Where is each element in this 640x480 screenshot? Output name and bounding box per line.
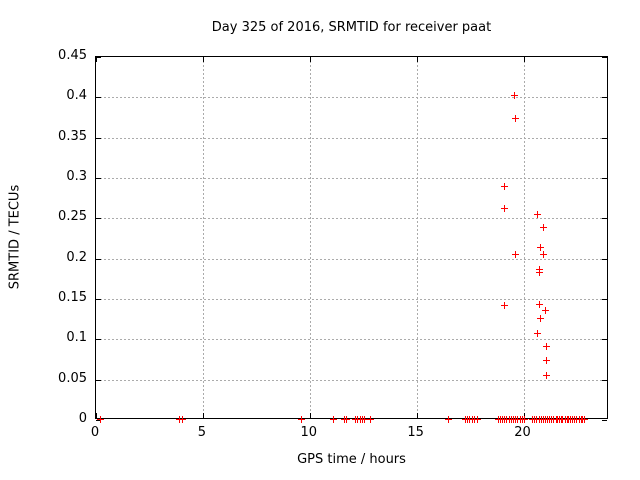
- x-tick-mark: [417, 413, 418, 418]
- data-points-layer: [97, 92, 588, 423]
- y-tick-mark: [602, 259, 607, 260]
- chart-title: Day 325 of 2016, SRMTID for receiver paa…: [211, 20, 492, 35]
- y-tick-mark: [96, 339, 101, 340]
- y-tick-mark: [602, 97, 607, 98]
- horizontal-gridline: [96, 97, 607, 98]
- y-tick-label: 0.1: [66, 330, 87, 346]
- x-tick-mark: [524, 413, 525, 418]
- x-tick-label: 10: [300, 425, 318, 440]
- x-tick-mark: [203, 57, 204, 62]
- y-tick-mark: [96, 218, 101, 219]
- y-tick-mark: [602, 178, 607, 179]
- horizontal-gridline: [96, 339, 607, 340]
- y-tick-mark: [602, 138, 607, 139]
- x-tick-label: 15: [407, 425, 424, 440]
- plot-area: [95, 56, 608, 423]
- y-tick-label: 0.45: [58, 48, 87, 63]
- y-tick-mark: [602, 57, 607, 58]
- x-tick-label: 0: [90, 425, 100, 440]
- y-tick-label: 0.25: [58, 209, 87, 225]
- x-tick-mark: [310, 57, 311, 62]
- y-tick-label: 0.05: [58, 370, 87, 386]
- y-tick-label: 0.3: [66, 169, 87, 184]
- x-tick-label: 20: [514, 425, 531, 440]
- x-tick-label: 5: [197, 425, 207, 440]
- horizontal-gridline: [96, 218, 607, 219]
- horizontal-gridline: [96, 178, 607, 179]
- y-tick-mark: [96, 299, 101, 300]
- vertical-gridline: [310, 57, 311, 418]
- y-tick-mark: [96, 178, 101, 179]
- y-tick-mark: [96, 57, 101, 58]
- y-tick-label: 0.2: [66, 249, 87, 265]
- y-tick-mark: [602, 339, 607, 340]
- y-tick-mark: [602, 299, 607, 300]
- y-tick-mark: [96, 420, 101, 421]
- horizontal-gridline: [96, 138, 607, 139]
- y-tick-mark: [96, 380, 101, 381]
- x-tick-mark: [524, 57, 525, 62]
- vertical-gridline: [203, 57, 204, 418]
- vertical-gridline: [524, 57, 525, 418]
- y-tick-label: 0.4: [66, 88, 87, 104]
- x-tick-mark: [310, 413, 311, 418]
- horizontal-gridline: [96, 380, 607, 381]
- x-tick-mark: [96, 57, 97, 62]
- y-tick-mark: [602, 380, 607, 381]
- y-tick-label: 0.15: [58, 290, 87, 305]
- y-tick-label: 0.35: [58, 128, 87, 144]
- scatter-plus-markers: [97, 92, 588, 423]
- x-tick-mark: [203, 413, 204, 418]
- horizontal-gridline: [96, 259, 607, 260]
- x-axis-label: GPS time / hours: [297, 452, 406, 467]
- y-tick-mark: [602, 218, 607, 219]
- y-tick-mark: [96, 97, 101, 98]
- y-axis-label: SRMTID / TECUs: [7, 184, 23, 290]
- y-tick-mark: [602, 420, 607, 421]
- x-tick-mark: [417, 57, 418, 62]
- y-tick-label: 0: [78, 411, 87, 426]
- horizontal-gridline: [96, 299, 607, 300]
- y-tick-mark: [96, 138, 101, 139]
- vertical-gridline: [417, 57, 418, 418]
- x-tick-mark: [96, 413, 97, 418]
- y-tick-mark: [96, 259, 101, 260]
